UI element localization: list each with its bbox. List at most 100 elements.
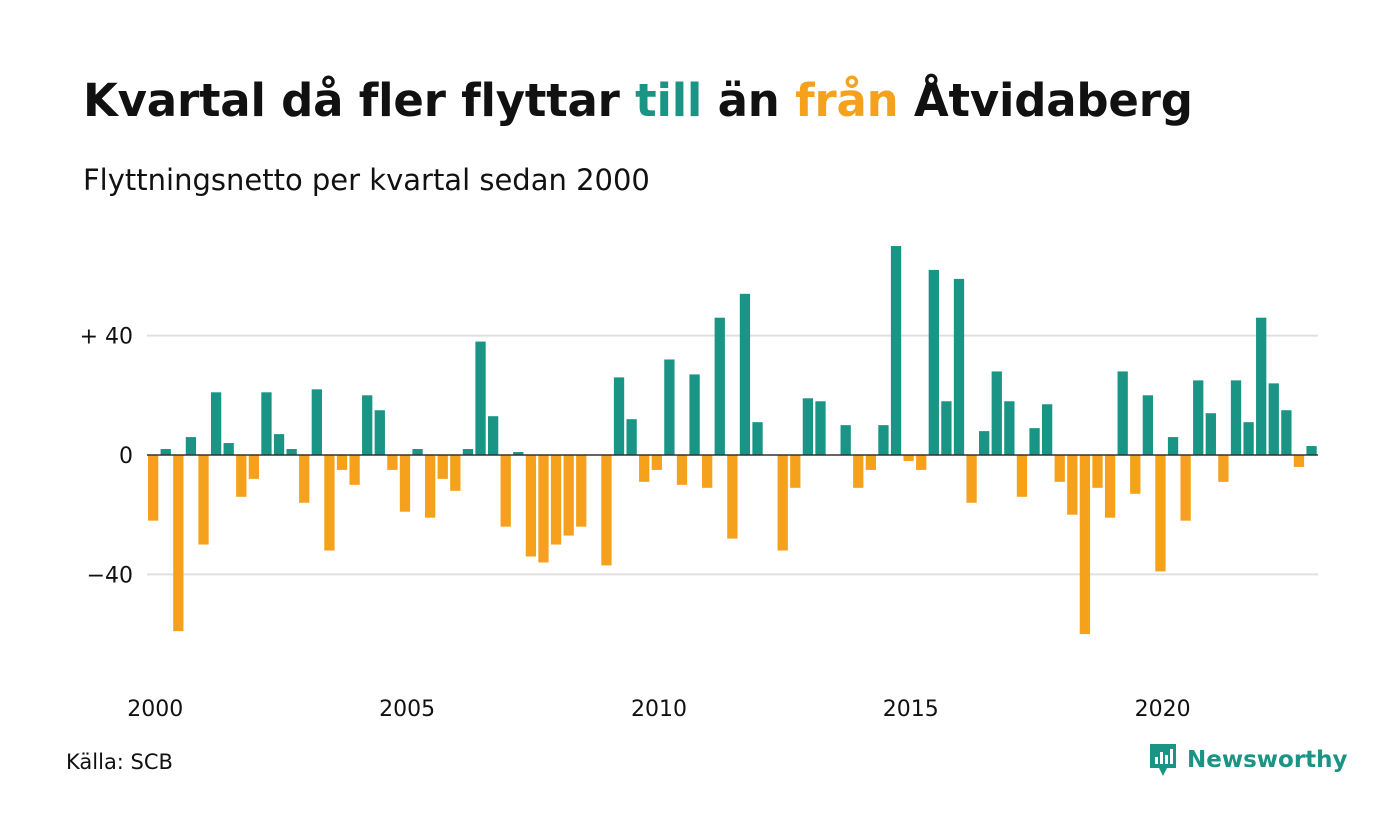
bar (248, 455, 260, 479)
bar (538, 455, 549, 563)
bar (639, 455, 650, 482)
bar (311, 389, 322, 455)
newsworthy-logo-icon (1150, 744, 1176, 776)
bar (1104, 455, 1116, 518)
bar (336, 455, 348, 470)
title-text: än (702, 74, 796, 127)
bar (273, 434, 285, 455)
bar (550, 455, 562, 545)
bar (1243, 422, 1254, 456)
bar (286, 449, 297, 455)
bar (160, 449, 171, 455)
bar (1004, 401, 1015, 455)
bar (941, 401, 952, 455)
bar (563, 455, 574, 536)
bar (853, 455, 864, 488)
bar (1256, 317, 1267, 455)
bar (651, 455, 662, 470)
bar (1306, 446, 1317, 456)
bar (1117, 371, 1128, 455)
bar (1142, 395, 1154, 455)
bar (966, 455, 977, 503)
bar (399, 455, 411, 512)
y-tick-label: −40 (87, 563, 133, 588)
y-tick-label: 0 (119, 444, 133, 469)
bar (1205, 413, 1216, 455)
bar (1029, 428, 1040, 455)
source-note: Källa: SCB (66, 750, 173, 774)
bar (1041, 404, 1053, 455)
bar (752, 422, 763, 456)
y-tick-labels: + 40 0 −40 (80, 325, 133, 589)
bar (1218, 455, 1229, 482)
bar (1155, 455, 1166, 572)
x-tick-label: 2020 (1135, 697, 1191, 722)
bar (1281, 410, 1292, 455)
bar (1193, 380, 1204, 456)
x-tick-labels: 2000 2005 2010 2015 2020 (127, 697, 1190, 722)
brand-name: Newsworthy (1187, 747, 1348, 773)
bar (1230, 380, 1242, 456)
bar (425, 455, 436, 518)
bar (739, 293, 751, 455)
bar (349, 455, 360, 485)
bar (928, 269, 939, 455)
bar (1167, 437, 1179, 455)
bar (462, 449, 474, 455)
x-tick-label: 2015 (883, 697, 939, 722)
bar (601, 455, 612, 566)
bar (525, 455, 537, 557)
bar (815, 401, 826, 455)
bar (185, 437, 197, 455)
title-text: Åtvidaberg (898, 74, 1193, 127)
bar (979, 431, 990, 455)
bar (487, 416, 499, 455)
bar (916, 455, 927, 470)
bar (714, 317, 725, 455)
y-tick-label: + 40 (80, 325, 133, 350)
bar (1293, 455, 1305, 467)
bar (210, 392, 222, 455)
bar (198, 455, 209, 545)
x-tick-label: 2005 (379, 697, 435, 722)
bar (173, 455, 184, 632)
bar (1092, 455, 1103, 488)
bar (626, 419, 637, 455)
bar (324, 455, 335, 551)
bar (790, 455, 801, 488)
bar (878, 425, 889, 455)
title-text: Kvartal då fler flyttar (83, 74, 636, 127)
bar (1016, 455, 1028, 497)
bar (261, 392, 272, 455)
brand-logo: Newsworthy (1148, 742, 1348, 778)
chart-title: Kvartal då fler flyttar till än från Åtv… (83, 74, 1193, 127)
bar (1180, 455, 1191, 521)
bar (1268, 383, 1279, 455)
bar (664, 359, 675, 455)
bar (475, 341, 486, 455)
bar (727, 455, 738, 539)
bar (777, 455, 788, 551)
bar (689, 374, 700, 455)
x-tick-label: 2010 (631, 697, 687, 722)
bar (223, 443, 234, 455)
bar (1067, 455, 1078, 515)
bar (387, 455, 398, 470)
bar (374, 410, 385, 455)
bar (1054, 455, 1065, 482)
gridlines (147, 334, 1318, 576)
bar (702, 455, 713, 488)
bar (513, 452, 524, 455)
bar (802, 398, 814, 455)
title-highlight-fran: från (795, 74, 899, 127)
bar (613, 377, 625, 455)
bar (576, 455, 587, 527)
bar (412, 449, 423, 455)
bar (676, 455, 688, 485)
bar (1079, 455, 1091, 635)
bars (148, 246, 1317, 635)
bar (362, 395, 373, 455)
bar (236, 455, 247, 497)
bar (500, 455, 511, 527)
